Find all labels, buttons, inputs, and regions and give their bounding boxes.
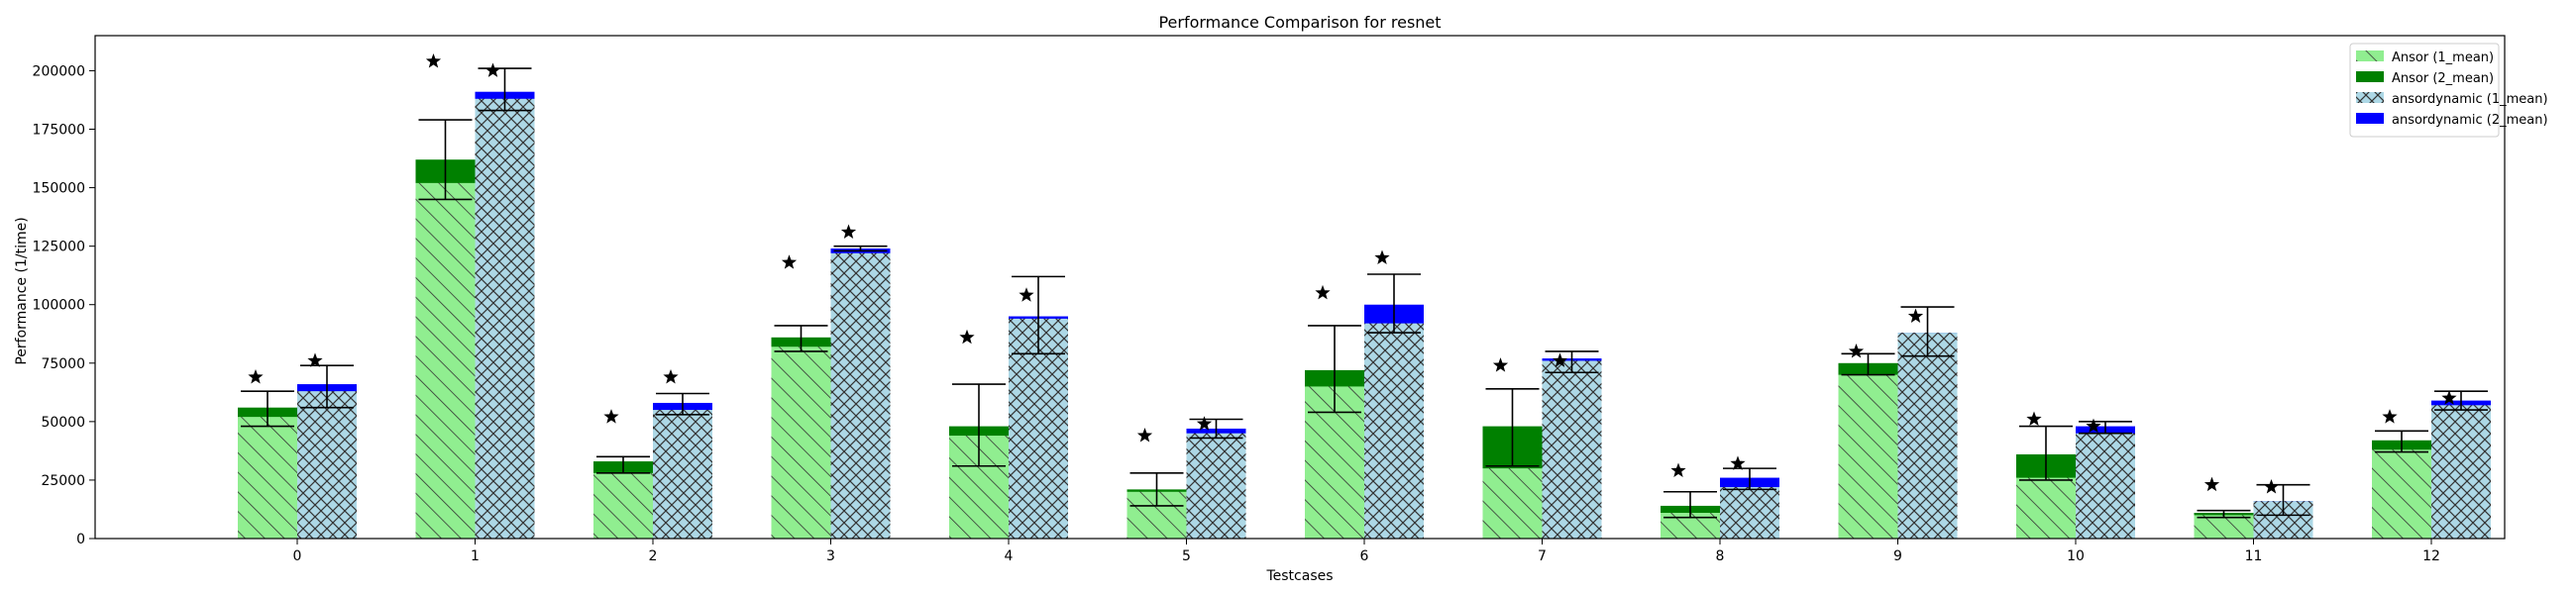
bar-ansordynamic-1-mean — [1009, 318, 1068, 539]
bar-ansordynamic-1-mean — [2431, 405, 2491, 539]
legend-label: Ansor (1_mean) — [2392, 50, 2494, 65]
best-star-marker — [425, 52, 442, 68]
y-axis-label: Performance (1/time) — [14, 217, 30, 364]
best-star-marker — [1552, 352, 1568, 367]
best-star-marker — [603, 409, 619, 424]
x-tick-label: 8 — [1716, 548, 1725, 564]
legend-swatch — [2356, 92, 2384, 103]
best-star-marker — [484, 62, 501, 77]
bars — [238, 91, 2491, 540]
best-star-marker — [959, 329, 975, 345]
best-star-marker — [1315, 284, 1331, 300]
x-tick-label: 3 — [826, 548, 835, 564]
best-star-marker — [663, 368, 679, 384]
y-ticks: 0 25000 50000 75000 100000 125000 150000 175000… — [33, 63, 95, 547]
y-tick-label: 0 — [76, 532, 85, 547]
bar-ansor-1-mean — [2372, 449, 2431, 539]
y-tick-label: 200000 — [33, 63, 85, 79]
legend-label: ansordynamic (2_mean) — [2392, 113, 2548, 128]
x-tick-label: 11 — [2245, 548, 2263, 564]
x-tick-label: 0 — [293, 548, 302, 564]
y-tick-label: 25000 — [41, 473, 85, 489]
bar-ansordynamic-1-mean — [475, 98, 535, 539]
best-star-marker — [1730, 455, 1746, 470]
bar-ansordynamic-1-mean — [1186, 433, 1246, 539]
best-star-marker — [2382, 409, 2398, 424]
bar-ansor-1-mean — [2016, 477, 2076, 539]
best-star-marker — [2026, 411, 2042, 426]
best-star-marker — [2203, 476, 2220, 492]
best-star-marker — [2441, 390, 2457, 405]
best-star-marker — [2086, 418, 2101, 434]
best-star-marker — [1670, 462, 1686, 477]
y-tick-label: 50000 — [41, 415, 85, 431]
best-star-marker — [840, 224, 857, 239]
best-star-marker — [1907, 308, 1924, 324]
bar-ansordynamic-1-mean — [830, 252, 891, 539]
bar-ansordynamic-1-mean — [1364, 323, 1424, 539]
legend-swatch — [2356, 113, 2384, 124]
bar-ansor-1-mean — [771, 346, 831, 539]
x-ticks: 0 1 2 3 4 5 6 7 8 9 10 11 12 — [293, 539, 2440, 564]
bar-ansordynamic-1-mean — [297, 391, 357, 539]
best-star-marker — [307, 352, 323, 367]
bar-ansor-1-mean — [415, 182, 476, 539]
best-star-marker — [248, 368, 264, 384]
bar-ansordynamic-1-mean — [1897, 333, 1958, 539]
bar-ansor-1-mean — [1482, 468, 1543, 539]
error-bars — [241, 67, 2488, 519]
bar-ansordynamic-1-mean — [1542, 360, 1602, 539]
bar-ansordynamic-1-mean — [1720, 487, 1779, 539]
x-axis-label: Testcases — [1265, 568, 1333, 584]
y-tick-label: 100000 — [33, 298, 85, 314]
bar-ansor-1-mean — [1838, 374, 1898, 539]
legend-swatch — [2356, 50, 2384, 61]
x-tick-label: 9 — [1893, 548, 1902, 564]
bar-ansor-1-mean — [593, 472, 653, 539]
best-star-marker — [1019, 287, 1034, 302]
best-star-marker — [1848, 343, 1865, 358]
best-star-marker — [2263, 479, 2280, 494]
best-star-marker — [1196, 416, 1213, 431]
x-tick-label: 2 — [649, 548, 658, 564]
legend: Ansor (1_mean) Ansor (2_mean) ansordynamic… — [2349, 43, 2548, 138]
legend-box — [2349, 43, 2500, 138]
bar-ansor-1-mean — [238, 417, 297, 539]
x-tick-label: 6 — [1360, 548, 1369, 564]
best-star-marker — [1492, 357, 1509, 372]
best-star-marker — [781, 254, 798, 269]
best-markers — [248, 52, 2457, 494]
bar-ansordynamic-1-mean — [653, 410, 712, 539]
y-tick-label: 175000 — [33, 123, 85, 139]
x-tick-label: 1 — [471, 548, 480, 564]
y-tick-label: 75000 — [41, 356, 85, 372]
legend-label: ansordynamic (1_mean) — [2392, 92, 2548, 107]
y-tick-label: 150000 — [33, 181, 85, 197]
x-tick-label: 12 — [2422, 548, 2440, 564]
legend-label: Ansor (2_mean) — [2392, 71, 2494, 86]
x-tick-label: 7 — [1538, 548, 1547, 564]
bar-ansordynamic-1-mean — [2076, 433, 2135, 539]
chart-title: Performance Comparison for resnet — [1158, 13, 1441, 32]
x-tick-label: 10 — [2067, 548, 2085, 564]
best-star-marker — [1374, 249, 1390, 264]
legend-swatch — [2356, 71, 2384, 82]
best-star-marker — [1136, 428, 1153, 443]
x-tick-label: 5 — [1182, 548, 1191, 564]
bar-ansor-1-mean — [2194, 515, 2254, 539]
y-tick-label: 125000 — [33, 240, 85, 255]
x-tick-label: 4 — [1005, 548, 1014, 564]
plot-frame — [94, 35, 2506, 540]
